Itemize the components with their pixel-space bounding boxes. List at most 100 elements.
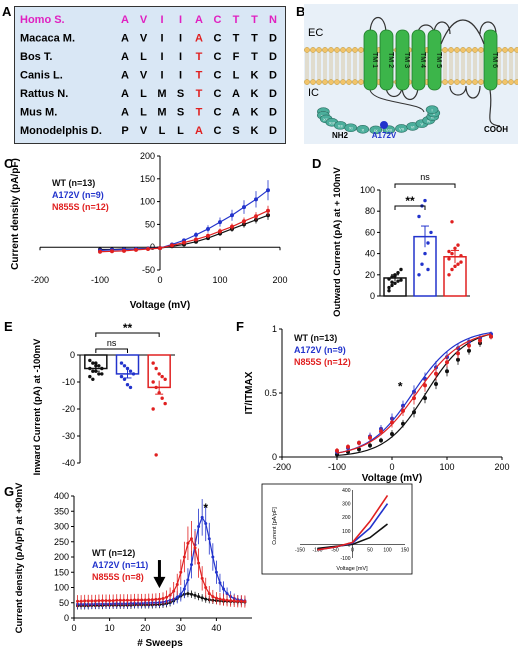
residue: L <box>177 125 184 137</box>
data-point <box>163 401 167 406</box>
lipid-head <box>340 79 346 85</box>
ec-label: EC <box>308 27 323 39</box>
species-label: Rattus N. <box>20 88 68 100</box>
data-point <box>236 599 240 603</box>
residue: V <box>140 33 148 45</box>
data-point <box>434 371 438 376</box>
lipid-head <box>322 79 328 85</box>
x-tick-label: 100 <box>212 275 227 285</box>
y-tick-label: 0.5 <box>264 388 277 398</box>
sig-label: ** <box>405 194 415 208</box>
lipid-head <box>514 47 518 53</box>
inset-x-label: Voltage [mV] <box>336 566 368 572</box>
residue: I <box>179 51 182 63</box>
data-point <box>160 396 164 400</box>
data-point <box>346 444 350 449</box>
x-axis-label: Voltage (mV) <box>362 473 422 484</box>
ankyrin-label: XIII <box>329 120 335 125</box>
lipid-head <box>472 79 478 85</box>
data-point <box>225 598 229 602</box>
data-point <box>125 366 130 371</box>
data-point <box>161 596 165 600</box>
data-point <box>218 229 222 234</box>
data-point <box>172 589 176 593</box>
panel-g-label: G <box>4 484 15 499</box>
data-point <box>147 598 151 602</box>
lipid-head <box>352 47 358 53</box>
y-tick-label: -50 <box>142 265 155 275</box>
x-tick-label: -100 <box>91 275 109 285</box>
data-point <box>417 273 421 277</box>
y-tick-label: 100 <box>360 185 375 195</box>
data-point <box>357 440 361 445</box>
data-point <box>154 366 158 371</box>
species-label: Bos T. <box>20 51 52 63</box>
x-tick-label: 0 <box>71 623 76 633</box>
data-point <box>179 570 183 574</box>
data-point <box>254 197 258 202</box>
residue: T <box>233 14 240 26</box>
mutation-label: A172V <box>372 131 397 140</box>
data-point <box>204 521 208 525</box>
data-point <box>182 555 186 559</box>
data-point <box>239 599 243 603</box>
data-point <box>230 224 234 229</box>
x-tick-label: 40 <box>211 623 221 633</box>
inset-x-tick-label: -50 <box>331 547 338 553</box>
data-point <box>189 592 193 596</box>
data-point <box>197 595 201 599</box>
residue: C <box>214 125 222 137</box>
data-point <box>379 429 383 434</box>
data-point <box>175 595 179 599</box>
lipid-head <box>334 79 340 85</box>
data-point <box>122 377 127 381</box>
data-point <box>179 592 183 596</box>
lipid-head <box>358 47 364 53</box>
inset-x-tick-label: -150 <box>295 547 305 553</box>
data-point <box>456 243 460 247</box>
ankyrin-label: VIII <box>386 128 392 133</box>
data-point <box>158 246 162 251</box>
inset-y-label: Current [pA/pF] <box>272 507 278 545</box>
legend-entry: N855S (n=12) <box>52 202 109 212</box>
nterm-label: NH2 <box>332 131 349 140</box>
y-tick-label: 50 <box>145 219 155 229</box>
y-tick-label: 400 <box>54 491 69 501</box>
loop <box>479 21 497 35</box>
data-point <box>122 364 127 368</box>
tm-label: TM 1 <box>371 52 378 68</box>
ic-label: IC <box>308 87 319 99</box>
residue: T <box>233 33 240 45</box>
data-point <box>453 246 457 250</box>
y-tick-label: 0 <box>64 613 69 623</box>
chart-f: -200 -100 0 100 200 0 0.5 1 WT (n=13) A172V (n=9)… <box>244 324 510 484</box>
data-point <box>88 374 92 379</box>
residue: L <box>140 88 147 100</box>
x-tick-label: -100 <box>328 462 346 472</box>
residue: C <box>214 70 222 82</box>
data-point <box>189 537 193 541</box>
residue: D <box>269 33 277 45</box>
data-point <box>100 366 104 371</box>
data-point <box>157 597 161 601</box>
x-tick-label: 0 <box>157 275 162 285</box>
panel-d-label: D <box>312 156 322 171</box>
data-point <box>390 420 394 425</box>
data-point <box>125 598 129 602</box>
ankyrin-label: X <box>361 127 364 132</box>
panel-d: D 0 20 40 60 80 100 ** ns Outward Current (pA) a… <box>310 150 520 320</box>
ankyrin-label: VI <box>411 124 415 129</box>
data-point <box>151 361 155 365</box>
data-point <box>83 599 87 603</box>
residue: C <box>214 51 222 63</box>
residue: D <box>269 125 277 137</box>
data-point <box>200 515 204 519</box>
species-label: Canis L. <box>20 70 63 82</box>
residue: A <box>121 70 129 82</box>
lipid-head <box>310 79 316 85</box>
x-tick-label: 0 <box>389 462 394 472</box>
residue: T <box>251 51 258 63</box>
legend-entry: WT (n=13) <box>52 178 95 188</box>
lipid-head <box>508 79 514 85</box>
ankyrin-repeat <box>356 125 370 134</box>
